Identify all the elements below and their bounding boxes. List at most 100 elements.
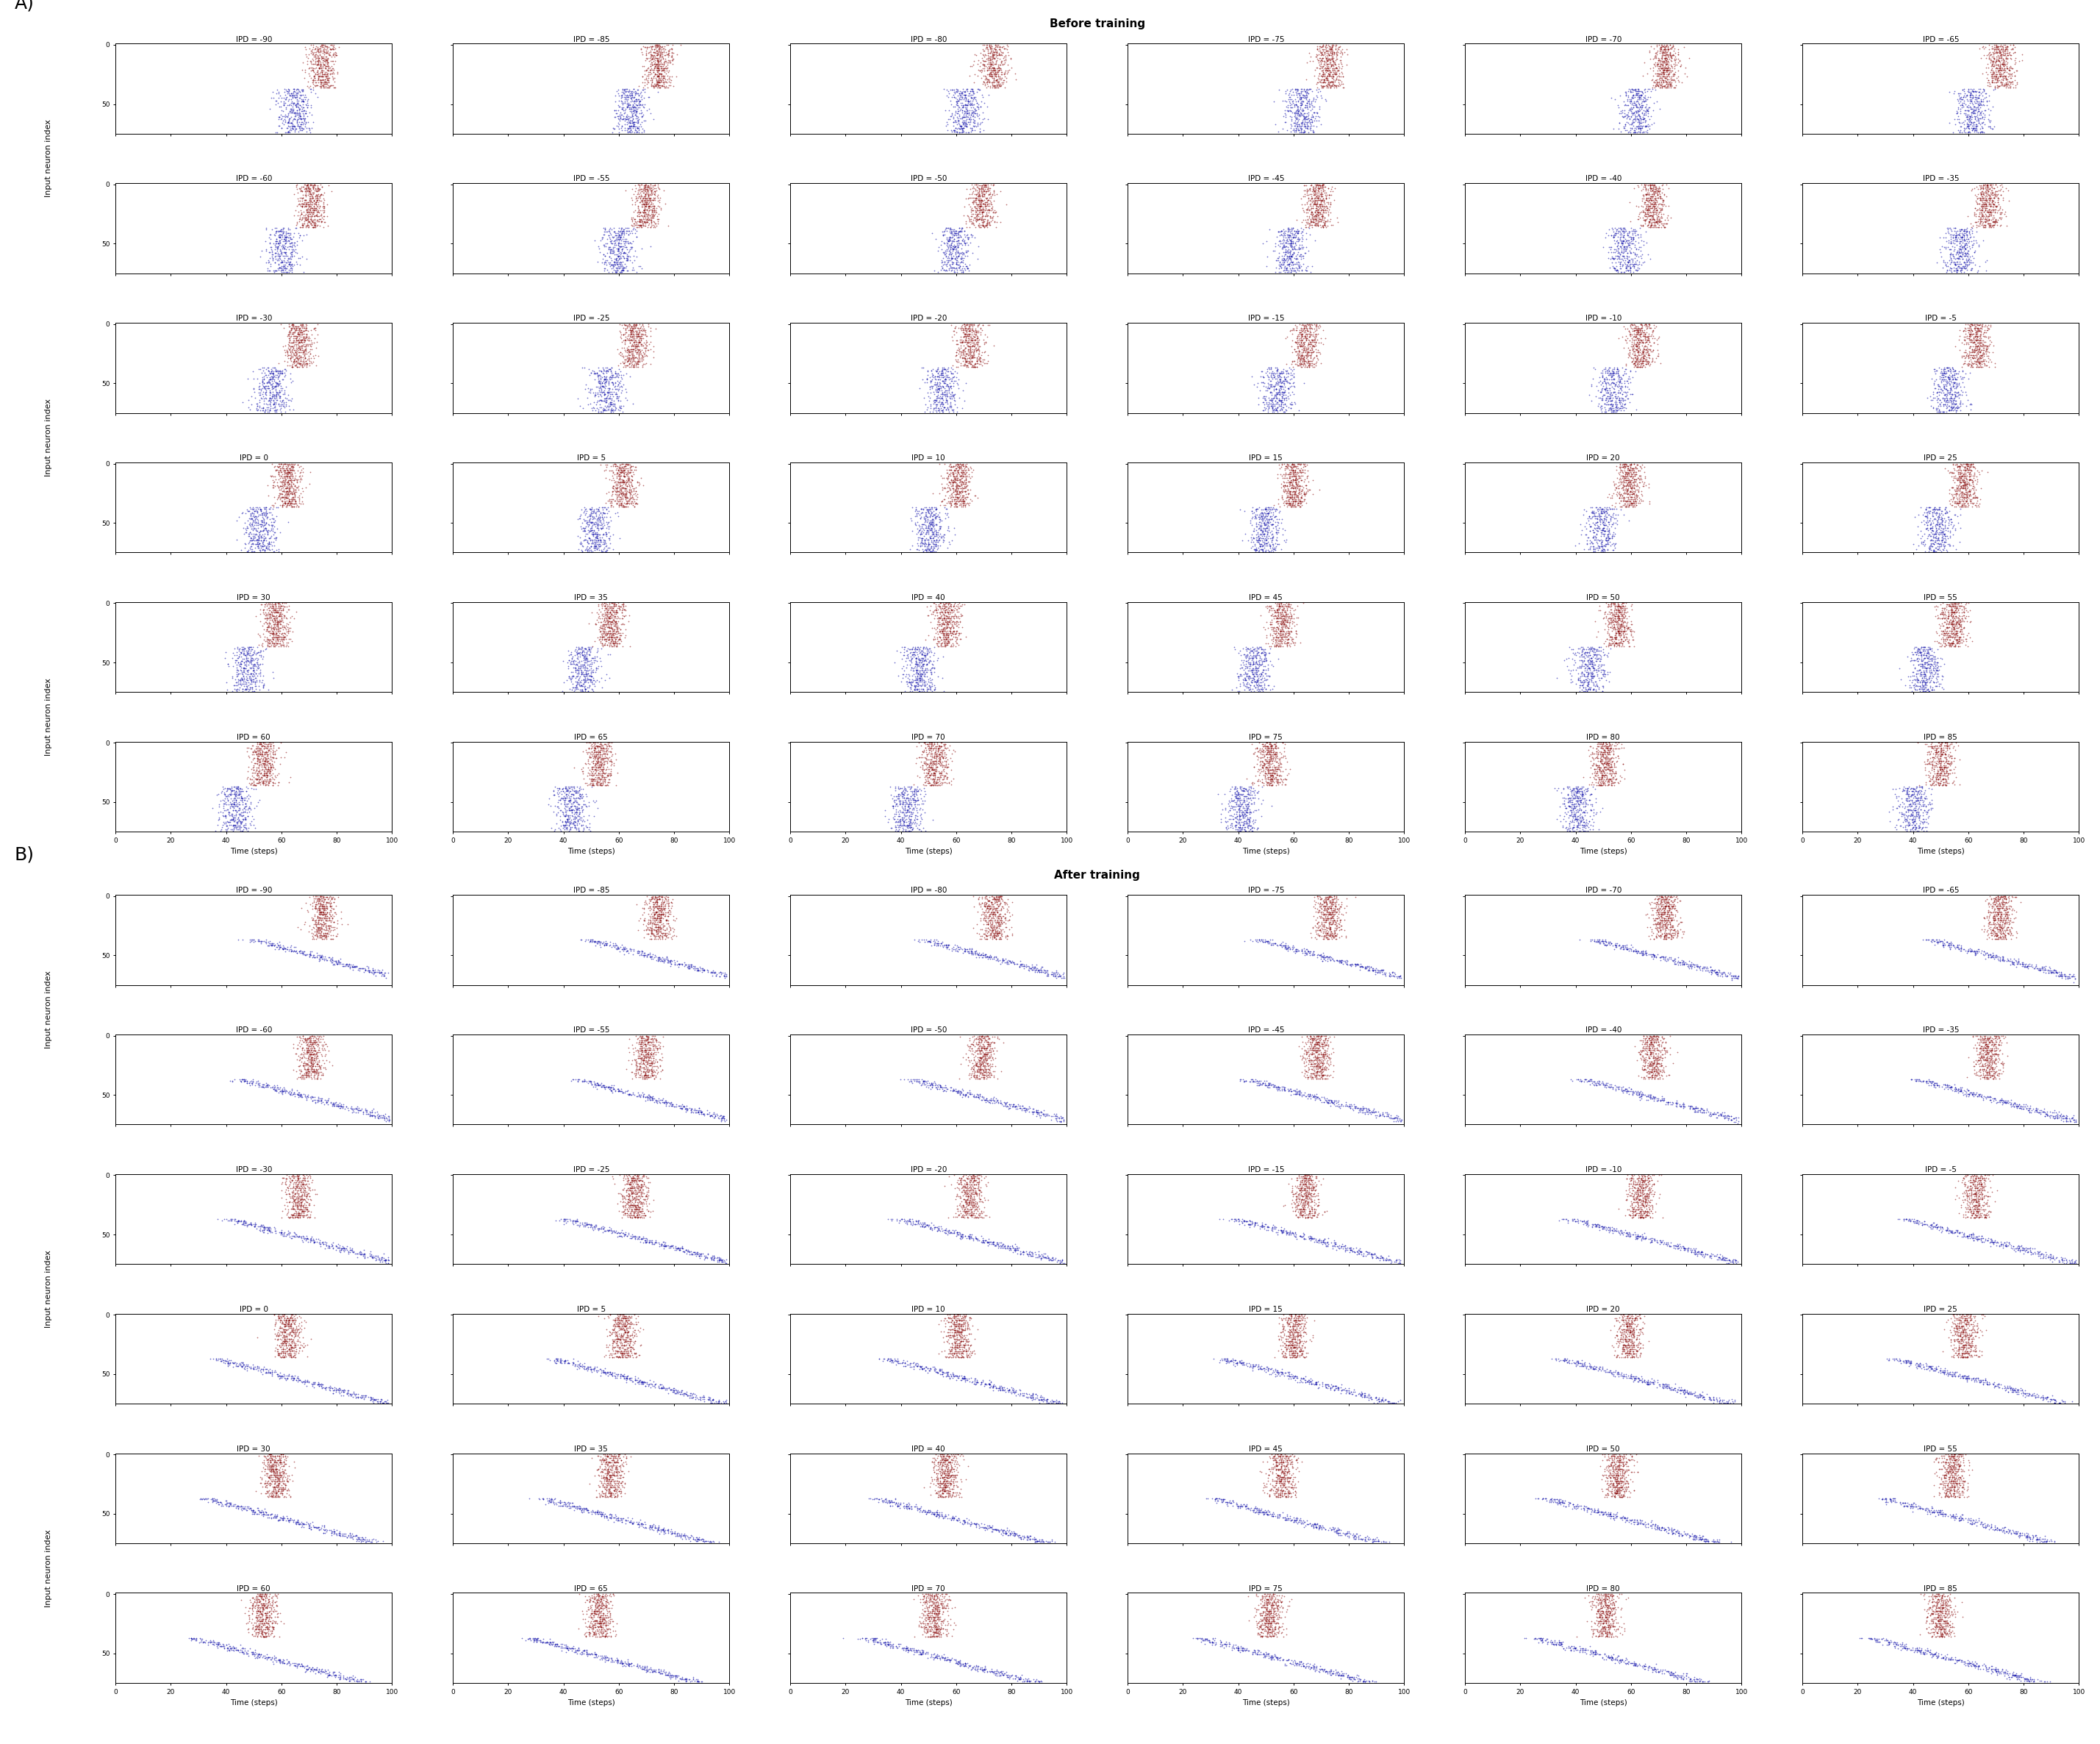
Point	[250, 255, 284, 283]
Point	[1642, 56, 1676, 84]
Point	[594, 1301, 628, 1329]
Point	[628, 1369, 661, 1397]
Point	[1655, 42, 1688, 70]
Point	[634, 886, 668, 914]
Point	[1604, 600, 1638, 628]
Point	[1262, 385, 1296, 413]
Point	[1275, 1318, 1308, 1346]
Point	[1934, 1598, 1968, 1625]
Point	[918, 738, 951, 766]
Point	[260, 610, 294, 638]
Point	[1919, 766, 1953, 794]
Point	[1285, 1181, 1319, 1209]
Point	[1250, 666, 1283, 694]
Point	[974, 202, 1008, 230]
Point	[945, 624, 979, 652]
Point	[1226, 807, 1260, 835]
Point	[1646, 40, 1680, 68]
Point	[239, 671, 273, 699]
Point	[920, 1610, 953, 1638]
Point	[1966, 1179, 1999, 1207]
Point	[890, 644, 924, 671]
Point	[288, 324, 321, 352]
Point	[1575, 1584, 1609, 1611]
Point	[1938, 616, 1972, 644]
Point	[708, 961, 741, 989]
Point	[1648, 37, 1682, 65]
Point	[304, 201, 338, 228]
Point	[1312, 61, 1346, 89]
Point	[584, 1613, 617, 1641]
Point	[271, 467, 304, 495]
Point	[578, 1601, 611, 1629]
Point	[1306, 1088, 1340, 1116]
Point	[1613, 466, 1646, 494]
Point	[1938, 1313, 1972, 1341]
Point	[1896, 1493, 1930, 1521]
Point	[1701, 961, 1735, 989]
Point	[582, 1585, 615, 1613]
Point	[1951, 1195, 1984, 1223]
Point	[1275, 223, 1308, 251]
Point	[296, 924, 330, 952]
Point	[930, 1449, 964, 1477]
Point	[1567, 785, 1600, 813]
Point	[932, 363, 966, 391]
Point	[1287, 94, 1321, 122]
Point	[550, 790, 584, 818]
Point	[1978, 208, 2012, 235]
Point	[941, 110, 974, 138]
Point	[1989, 45, 2022, 73]
Point	[907, 647, 941, 675]
Point	[1972, 31, 2006, 59]
Point	[983, 33, 1016, 61]
Point	[1940, 628, 1974, 656]
Point	[966, 187, 1000, 215]
Point	[1900, 640, 1934, 668]
Point	[578, 788, 611, 816]
Point	[601, 1303, 634, 1331]
Point	[1959, 1332, 1993, 1360]
Point	[1283, 319, 1317, 347]
Point	[223, 1638, 256, 1666]
Point	[1928, 630, 1961, 657]
Point	[1235, 1210, 1268, 1238]
Point	[634, 903, 668, 931]
Point	[1281, 1311, 1315, 1339]
Point	[953, 323, 987, 351]
Point	[1619, 396, 1653, 424]
Point	[1277, 457, 1310, 485]
Point	[628, 1202, 661, 1230]
Point	[615, 1203, 649, 1231]
Point	[1279, 91, 1312, 119]
Point	[596, 616, 630, 644]
Point	[1256, 1217, 1289, 1245]
Point	[208, 788, 242, 816]
Point	[939, 1329, 972, 1357]
Point	[928, 377, 962, 405]
Point	[947, 387, 981, 415]
Point	[1302, 1055, 1336, 1083]
Point	[269, 1507, 302, 1535]
Point	[231, 1638, 265, 1666]
Point	[1571, 654, 1604, 682]
Point	[1600, 1479, 1634, 1507]
Point	[265, 455, 298, 483]
Point	[962, 1193, 995, 1221]
Point	[1592, 1598, 1625, 1625]
Point	[1573, 1353, 1606, 1381]
Point	[1581, 753, 1615, 781]
Point	[267, 227, 300, 255]
Point	[1938, 624, 1972, 652]
Point	[336, 954, 370, 982]
Point	[1680, 1524, 1714, 1552]
Point	[924, 1481, 958, 1509]
Point	[1247, 382, 1281, 410]
Point	[294, 1655, 328, 1683]
Point	[1636, 1055, 1670, 1083]
Point	[242, 928, 275, 956]
Point	[985, 1516, 1018, 1543]
Point	[357, 1524, 391, 1552]
Point	[227, 649, 260, 677]
Point	[1632, 178, 1665, 206]
